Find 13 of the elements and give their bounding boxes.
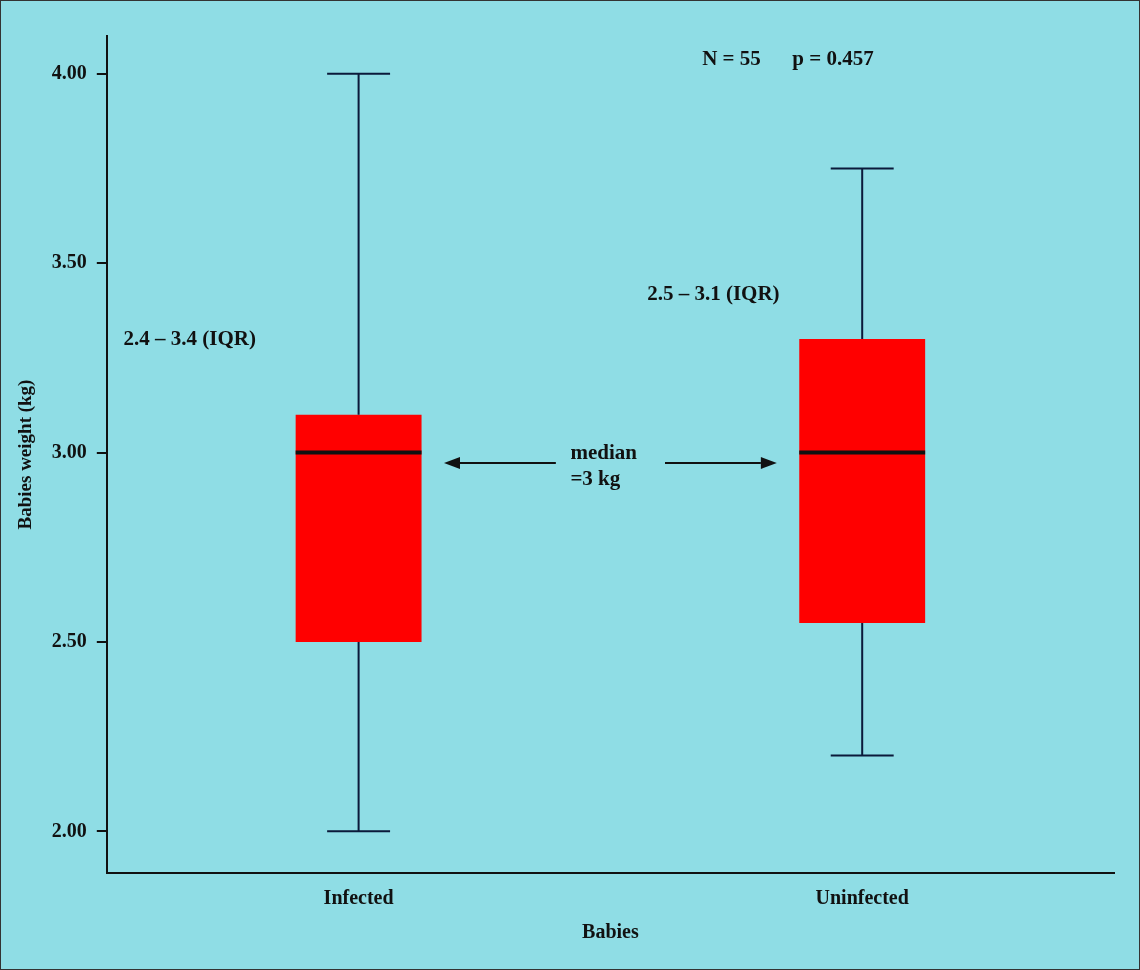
y-tick-label: 4.00 xyxy=(51,61,87,84)
x-tick-label: Uninfected xyxy=(815,886,909,909)
annotation: 2.5 – 3.1 (IQR) xyxy=(647,279,780,306)
y-tick-label: 3.00 xyxy=(51,439,87,462)
x-axis-title: Babies xyxy=(582,920,639,943)
annotation: 2.4 – 3.4 (IQR) xyxy=(123,325,257,351)
y-tick-label: 3.50 xyxy=(51,250,87,273)
x-tick-label: Infected xyxy=(323,886,394,909)
y-tick-label: 2.00 xyxy=(51,818,87,841)
annotation: median =3 kg xyxy=(570,438,637,491)
annotation: N = 55 p = 0.457 xyxy=(702,45,874,71)
y-tick-label: 2.50 xyxy=(51,629,87,652)
y-axis-title: Babies weight (kg) xyxy=(14,379,37,530)
